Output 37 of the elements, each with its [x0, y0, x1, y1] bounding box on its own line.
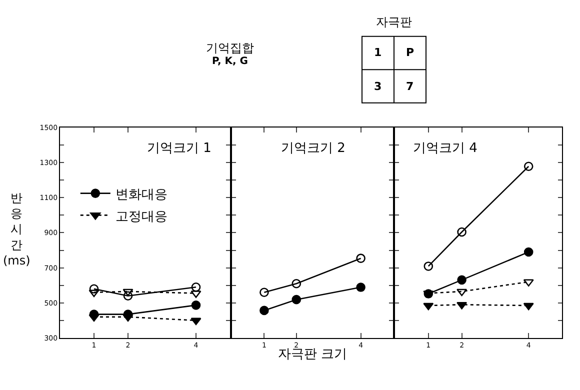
point — [88, 290, 100, 298]
text: 기억집합 — [206, 41, 254, 55]
point — [457, 227, 466, 237]
point — [523, 302, 534, 310]
point — [524, 247, 534, 257]
point — [89, 284, 99, 294]
point — [292, 278, 302, 288]
text: 자극판 — [376, 15, 412, 29]
text: 기억크기 1 — [147, 141, 212, 156]
point — [122, 314, 134, 322]
point — [88, 314, 100, 322]
text: P, K, G — [212, 56, 248, 67]
point — [457, 275, 466, 285]
point — [123, 291, 133, 301]
text: P — [406, 46, 414, 59]
point — [260, 306, 269, 316]
point — [356, 282, 366, 292]
x-axis-title: 자극판 크기 — [278, 347, 348, 362]
legend-label: 변화대응 — [115, 187, 168, 202]
point — [456, 288, 468, 296]
legend-label: 고정대응 — [115, 209, 168, 224]
point — [191, 300, 201, 310]
point — [424, 262, 434, 271]
text: 기억크기 2 — [281, 141, 346, 156]
text: 1 — [374, 46, 382, 59]
point — [356, 254, 366, 263]
text: 기억크기 4 — [413, 141, 478, 156]
text: 3 — [374, 80, 382, 93]
text: 7 — [406, 80, 414, 93]
y-axis-title: 반응시간 (ms) — [3, 191, 30, 268]
point — [423, 302, 434, 310]
point — [191, 282, 201, 292]
point — [260, 288, 269, 298]
point — [524, 162, 534, 172]
point — [190, 318, 202, 326]
point — [292, 294, 302, 304]
point — [122, 288, 134, 296]
